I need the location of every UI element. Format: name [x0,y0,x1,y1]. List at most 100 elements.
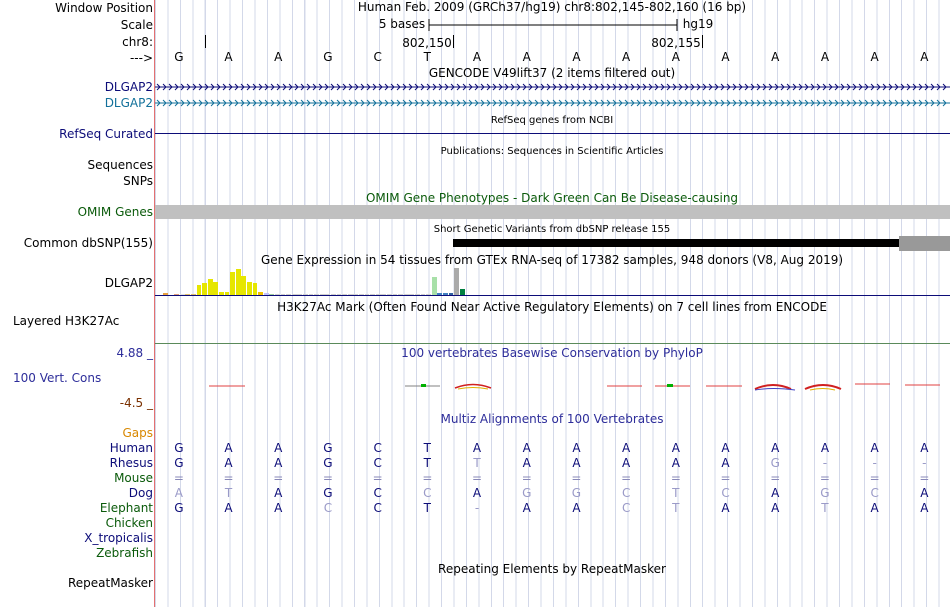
gtex-tissue-bar[interactable] [331,294,336,295]
sequences-label[interactable]: Sequences [87,158,153,172]
gtex-tissue-bar[interactable] [241,275,247,295]
alignment-base: C [373,486,382,500]
gtex-tissue-bar[interactable] [459,289,465,295]
gtex-tissue-bar[interactable] [269,293,275,295]
gtex-tissue-bar[interactable] [247,282,252,295]
alignment-base: G [174,456,184,470]
dbsnp-label[interactable]: Common dbSNP(155) [23,236,153,250]
species-label[interactable]: X_tropicalis [84,531,153,545]
gtex-tissue-bar[interactable] [454,268,459,295]
gencode-row-label[interactable]: DLGAP2 [104,96,153,110]
gtex-label[interactable]: DLGAP2 [104,276,153,290]
alignment-base: C [621,501,631,515]
omim-feature[interactable] [155,205,950,219]
gtex-tissue-bar[interactable] [437,293,443,295]
alignment-base: C [721,486,730,500]
gtex-tissue-bar[interactable] [375,294,381,295]
gtex-tissue-bar[interactable] [353,293,359,295]
gtex-tissue-bar[interactable] [443,293,448,295]
gtex-tissue-bar[interactable] [191,293,196,295]
gtex-tissue-bar[interactable] [325,294,331,295]
gtex-tissue-bar[interactable] [336,294,342,295]
repeatmasker-label[interactable]: RepeatMasker [67,576,153,590]
gtex-gene-line[interactable] [155,295,950,296]
species-label[interactable]: Elephant [99,501,153,515]
species-label[interactable]: Zebrafish [96,546,153,560]
snps-label[interactable]: SNPs [123,174,153,188]
multiz-title: Multiz Alignments of 100 Vertebrates [440,412,664,426]
gtex-tissue-bar[interactable] [347,294,353,295]
coord-802150: 802,150 [402,36,452,50]
gtex-tissue-bar[interactable] [252,283,258,295]
species-label[interactable]: Chicken [105,516,153,530]
refseq-label[interactable]: RefSeq Curated [59,127,153,141]
gtex-tissue-bar[interactable] [230,271,235,295]
gtex-tissue-bar[interactable] [235,269,241,295]
gtex-tissue-bar[interactable] [381,293,387,295]
gtex-tissue-bar[interactable] [258,292,263,295]
gtex-tissue-bar[interactable] [179,294,185,295]
gtex-tissue-bar[interactable] [291,293,297,295]
gtex-tissue-bar[interactable] [426,293,431,295]
gtex-tissue-bar[interactable] [359,294,364,295]
scale-db: hg19 [682,17,714,31]
gtex-tissue-bar[interactable] [185,293,191,295]
gtex-tissue-bar[interactable] [174,293,179,295]
alignment-base: C [373,501,382,515]
gtex-tissue-bar[interactable] [224,292,230,295]
gtex-tissue-bar[interactable] [319,294,325,295]
species-label[interactable]: Dog [128,486,153,500]
gtex-tissue-bar[interactable] [314,294,319,295]
gtex-tissue-bar[interactable] [163,293,168,295]
dbsnp-feature[interactable] [899,236,950,251]
gtex-tissue-bar[interactable] [431,277,437,295]
gtex-tissue-bar[interactable] [364,293,370,295]
alignment-base: = [322,471,333,485]
gtex-tissue-bar[interactable] [219,292,224,295]
gtex-tissue-bar[interactable] [387,294,392,295]
h3k27ac-label[interactable]: Layered H3K27Ac [13,314,120,328]
alignment-base: A [472,486,482,500]
gtex-tissue-bar[interactable] [263,292,269,295]
gtex-tissue-bar[interactable] [303,294,308,295]
alignment-base: = [919,471,930,485]
gtex-tissue-bar[interactable] [213,282,219,295]
gtex-tissue-bar[interactable] [370,294,375,295]
gencode-row-label[interactable]: DLGAP2 [104,80,153,94]
gtex-tissue-bar[interactable] [207,278,213,295]
gtex-barchart[interactable] [155,268,950,295]
species-label[interactable]: Human [109,441,153,455]
alignment-base: T [672,501,680,515]
species-label[interactable]: Mouse [114,471,153,485]
gtex-tissue-bar[interactable] [275,293,280,295]
gtex-tissue-bar[interactable] [409,294,415,295]
gtex-tissue-bar[interactable] [448,292,454,295]
gtex-tissue-bar[interactable] [196,285,202,295]
alignment-base: C [423,486,432,500]
gtex-tissue-bar[interactable] [308,294,314,295]
gtex-tissue-bar[interactable] [342,294,347,295]
alignment-base: T [821,501,829,515]
gtex-tissue-bar[interactable] [415,294,420,295]
alignment-base: A [622,456,631,470]
gtex-tissue-bar[interactable] [280,293,286,295]
gtex-tissue-bar[interactable] [398,293,403,295]
reference-base: A [572,50,581,64]
dbsnp-feature[interactable] [453,239,950,247]
gtex-tissue-bar[interactable] [202,282,207,295]
refseq-line[interactable] [155,133,950,134]
gaps-label[interactable]: Gaps [122,426,153,440]
gtex-tissue-bar[interactable] [403,294,409,295]
gtex-tissue-bar[interactable] [286,294,291,295]
alignment-base: A [721,441,730,455]
cons-label[interactable]: 100 Vert. Cons [13,371,102,385]
gtex-tissue-bar[interactable] [420,293,426,295]
gencode-transcripts[interactable] [155,80,950,110]
gtex-tissue-bar[interactable] [297,293,303,295]
alignment-base: C [373,441,382,455]
conservation-wiggle[interactable] [155,375,950,395]
species-label[interactable]: Rhesus [109,456,153,470]
gtex-tissue-bar[interactable] [392,294,398,295]
omim-label[interactable]: OMIM Genes [77,205,153,219]
